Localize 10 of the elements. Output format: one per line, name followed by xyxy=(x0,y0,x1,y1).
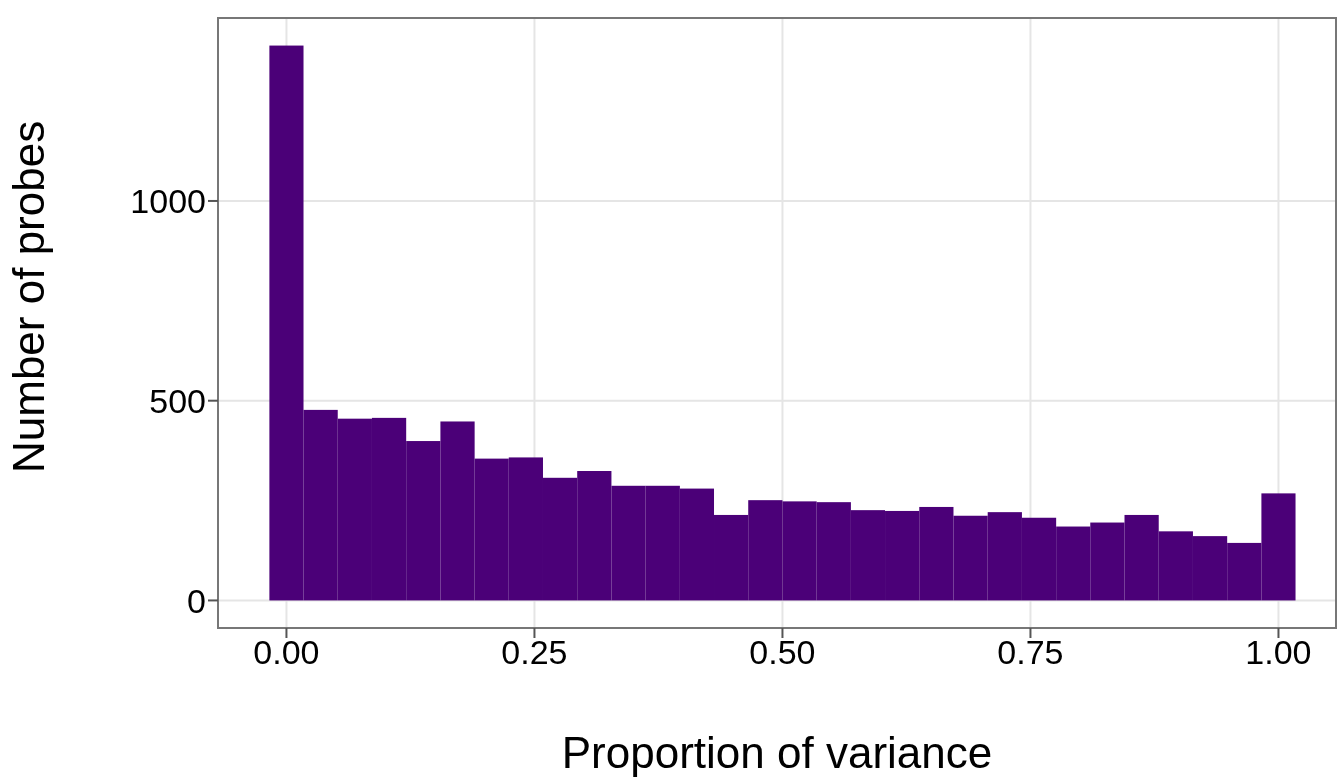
x-tick-label: 0.50 xyxy=(749,633,816,672)
x-tick-label: 1.00 xyxy=(1245,633,1312,672)
x-tick-label: 0.75 xyxy=(997,633,1064,672)
y-tick-label: 1000 xyxy=(130,182,206,221)
x-axis-title: Proportion of variance xyxy=(561,728,993,777)
y-tick-label: 500 xyxy=(149,381,206,420)
y-axis-title: Number of probes xyxy=(3,120,53,473)
x-tick-label: 0.25 xyxy=(501,633,568,672)
y-tick-label: 0 xyxy=(187,581,206,620)
x-tick-label: 0.00 xyxy=(253,633,320,672)
